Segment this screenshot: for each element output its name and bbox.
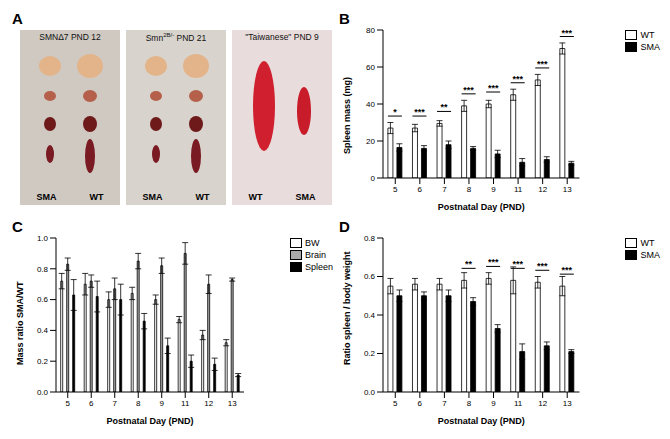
svg-text:Postnatal Day (PND): Postnatal Day (PND)	[106, 416, 193, 426]
svg-text:Ratio spleen / body weight: Ratio spleen / body weight	[342, 251, 352, 365]
svg-text:11: 11	[181, 399, 190, 408]
svg-text:11: 11	[514, 185, 523, 194]
svg-text:**: **	[441, 102, 449, 112]
svg-text:Spleen mass (mg): Spleen mass (mg)	[342, 77, 352, 154]
svg-text:6: 6	[418, 185, 423, 194]
svg-text:8: 8	[467, 399, 472, 408]
html-text:B: B	[339, 10, 350, 27]
html-text:SMA: SMA	[640, 42, 660, 52]
svg-text:***: ***	[562, 28, 573, 38]
svg-text:***: ***	[488, 83, 499, 93]
html-text:WT: WT	[640, 30, 655, 40]
html-text:BW: BW	[305, 238, 320, 248]
svg-text:0: 0	[371, 174, 376, 183]
svg-text:60: 60	[366, 63, 375, 72]
svg-text:13: 13	[563, 399, 572, 408]
svg-text:8: 8	[467, 185, 472, 194]
svg-text:0.4: 0.4	[364, 311, 376, 320]
svg-text:0.2: 0.2	[364, 349, 376, 358]
svg-text:0.4: 0.4	[37, 326, 49, 335]
svg-text:***: ***	[512, 259, 523, 269]
svg-text:5: 5	[393, 185, 398, 194]
svg-text:80: 80	[366, 26, 375, 35]
svg-text:5: 5	[66, 399, 71, 408]
html-text:SMA: SMA	[142, 192, 163, 202]
svg-text:20: 20	[366, 137, 375, 146]
html-text:WT: WT	[248, 192, 263, 202]
svg-text:0.0: 0.0	[364, 388, 376, 397]
svg-text:8: 8	[136, 399, 141, 408]
html-text:"Taiwanese" PND 9: "Taiwanese" PND 9	[245, 32, 319, 42]
html-text:SMA: SMA	[36, 192, 57, 202]
html-text:SMA: SMA	[640, 250, 660, 260]
svg-text:1.0: 1.0	[37, 234, 49, 243]
html-text:WT: WT	[195, 192, 210, 202]
svg-text:0.8: 0.8	[37, 265, 49, 274]
svg-text:9: 9	[491, 399, 496, 408]
svg-text:0.2: 0.2	[37, 357, 49, 366]
svg-text:6: 6	[418, 399, 423, 408]
svg-text:5: 5	[393, 399, 398, 408]
svg-text:7: 7	[113, 399, 118, 408]
svg-text:***: ***	[537, 261, 548, 271]
svg-text:Postnatal Day (PND): Postnatal Day (PND)	[438, 416, 525, 426]
svg-text:**: **	[465, 259, 473, 269]
svg-text:***: ***	[512, 74, 523, 84]
html-text:Smn2B/-PND 21: Smn2B/-PND 21	[145, 32, 207, 43]
svg-text:0.6: 0.6	[37, 295, 49, 304]
svg-text:0.0: 0.0	[37, 388, 49, 397]
html-text:Brain: Brain	[305, 250, 326, 260]
html-text:WT: WT	[89, 192, 104, 202]
svg-text:7: 7	[442, 185, 447, 194]
svg-text:0.6: 0.6	[364, 272, 376, 281]
svg-text:***: ***	[537, 59, 548, 69]
svg-text:Postnatal Day (PND): Postnatal Day (PND)	[438, 202, 525, 212]
html-text:WT: WT	[640, 238, 655, 248]
html-text:A: A	[12, 10, 23, 27]
svg-text:13: 13	[228, 399, 237, 408]
svg-text:13: 13	[563, 185, 572, 194]
svg-text:12: 12	[538, 399, 547, 408]
svg-text:40: 40	[366, 100, 375, 109]
svg-text:7: 7	[442, 399, 447, 408]
svg-text:***: ***	[414, 107, 425, 117]
svg-text:***: ***	[488, 257, 499, 267]
svg-text:Mass ratio SMA/WT: Mass ratio SMA/WT	[15, 281, 25, 365]
svg-text:12: 12	[204, 399, 213, 408]
svg-text:9: 9	[160, 399, 165, 408]
html-text:C: C	[12, 218, 23, 235]
svg-text:0.8: 0.8	[364, 234, 376, 243]
html-text:D: D	[339, 218, 350, 235]
html-text:Spleen: Spleen	[305, 262, 333, 272]
svg-text:***: ***	[463, 85, 474, 95]
svg-text:***: ***	[562, 265, 573, 275]
html-text:SMA: SMA	[295, 192, 316, 202]
svg-text:6: 6	[89, 399, 94, 408]
svg-text:*: *	[393, 107, 397, 117]
svg-text:11: 11	[514, 399, 523, 408]
svg-text:12: 12	[538, 185, 547, 194]
svg-text:9: 9	[491, 185, 496, 194]
html-text:SMNΔ7 PND 12: SMNΔ7 PND 12	[39, 32, 101, 42]
